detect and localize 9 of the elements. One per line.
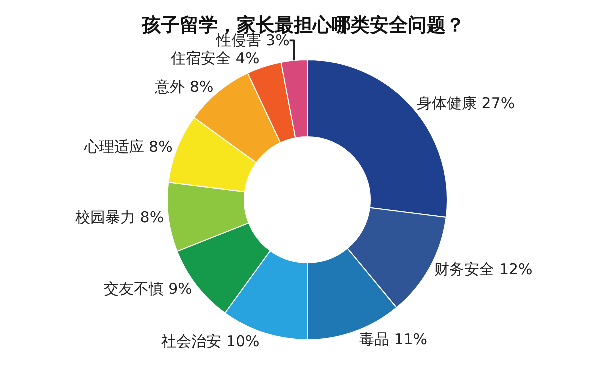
slice-label: 财务安全 12% bbox=[434, 260, 533, 279]
slice-label: 心理适应 8% bbox=[83, 138, 173, 156]
slice-label: 毒品 11% bbox=[359, 330, 428, 349]
slice-label: 住宿安全 4% bbox=[170, 50, 260, 68]
slice-label: 身体健康 27% bbox=[417, 94, 516, 112]
slice-label: 社会治安 10% bbox=[162, 332, 260, 350]
slice-label: 校园暴力 8% bbox=[74, 208, 164, 227]
slice-label: 交友不慎 9% bbox=[104, 280, 192, 298]
slice-label: 意外 8% bbox=[154, 78, 214, 96]
